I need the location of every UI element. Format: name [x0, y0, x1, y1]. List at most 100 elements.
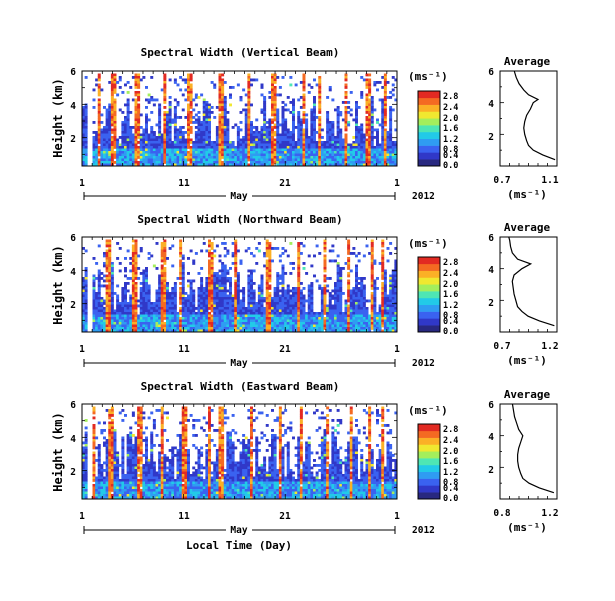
heatmap-cell [121, 312, 125, 315]
profile-x-tick-right: 1.1 [541, 175, 558, 186]
heatmap-cell [158, 329, 162, 332]
heatmap-cell [305, 324, 309, 328]
heatmap-cell [84, 269, 88, 273]
heatmap-cell [357, 128, 361, 132]
heatmap-cell [389, 96, 393, 99]
heatmap-cell [108, 302, 112, 305]
heatmap-cell [294, 126, 298, 129]
heatmap-cell [255, 302, 259, 305]
heatmap-cell [226, 163, 230, 166]
heatmap-cell [247, 141, 251, 144]
heatmap-cell [271, 156, 274, 159]
heatmap-cell [307, 143, 311, 147]
heatmap-cell [336, 133, 340, 137]
heatmap-cell [97, 113, 101, 117]
heatmap-cell [347, 143, 351, 147]
heatmap-cell [357, 309, 361, 313]
heatmap-cell [284, 299, 288, 303]
heatmap-cell [326, 148, 330, 152]
heatmap-cell [265, 128, 269, 132]
heatmap-cell [160, 242, 164, 245]
heatmap-cell [276, 128, 280, 132]
heatmap-cell [155, 146, 159, 149]
heatmap-cell [197, 292, 201, 295]
heatmap-cell [320, 151, 324, 154]
heatmap-cell [205, 113, 209, 117]
heatmap-cell [368, 108, 372, 112]
heatmap-cell [187, 93, 190, 97]
heatmap-cell [100, 327, 104, 330]
heatmap-cell [257, 289, 261, 293]
heatmap-cell [160, 297, 164, 300]
heatmap-cell [341, 314, 345, 318]
heatmap-cell [163, 327, 167, 330]
heatmap-cell [97, 294, 101, 298]
heatmap-cell [344, 83, 348, 87]
heatmap-cell [315, 319, 319, 323]
heatmap-cell [129, 141, 133, 144]
heatmap-cell [299, 106, 303, 109]
heatmap-cell [378, 98, 382, 102]
heatmap-cell [205, 121, 209, 124]
heatmap-cell [370, 108, 374, 112]
heatmap-cell [318, 101, 322, 104]
heatmap-cell [150, 309, 154, 313]
heatmap-cell [168, 96, 172, 99]
heatmap-cell [271, 317, 274, 320]
heatmap-cell [160, 161, 164, 164]
heatmap-cell [378, 146, 382, 149]
heatmap-cell [95, 327, 99, 330]
heatmap-cell [297, 279, 301, 283]
heatmap-cell [336, 297, 340, 300]
heatmap-cell [184, 329, 188, 332]
heatmap-cell [163, 257, 167, 260]
heatmap-cell [187, 123, 190, 127]
heatmap-cell [121, 299, 125, 303]
heatmap-cell [187, 138, 190, 142]
heatmap-cell [168, 309, 172, 313]
heatmap-cell [208, 329, 211, 332]
heatmap-cell [184, 302, 188, 305]
heatmap-cell [250, 148, 253, 152]
heatmap-cell [82, 292, 85, 295]
heatmap-cell [121, 161, 125, 164]
heatmap-cell [221, 302, 225, 305]
heatmap-cell [194, 118, 198, 122]
heatmap-cell [289, 289, 293, 293]
heatmap-cell [181, 284, 185, 288]
heatmap-cell [355, 312, 358, 315]
heatmap-cell [315, 141, 319, 144]
heatmap-cell [105, 249, 109, 253]
heatmap-cell [352, 309, 356, 313]
heatmap-cell [84, 76, 88, 79]
heatmap-cell [97, 136, 101, 139]
heatmap-cell [278, 163, 282, 166]
heatmap-cell [389, 161, 393, 164]
heatmap-cell [218, 133, 222, 137]
heatmap-cell [328, 322, 332, 325]
heatmap-cell [289, 302, 293, 305]
heatmap-cell [82, 317, 85, 320]
heatmap-cell [124, 123, 127, 127]
heatmap-cell [100, 146, 104, 149]
heatmap-cell [294, 299, 298, 303]
heatmap-cell [347, 284, 351, 288]
heatmap-cell [92, 327, 96, 330]
heatmap-cell [257, 329, 261, 332]
heatmap-cell [208, 254, 211, 258]
heatmap-cell [313, 327, 316, 330]
heatmap-cell [223, 327, 227, 330]
heatmap-cell [126, 101, 130, 104]
heatmap-cell [129, 111, 133, 114]
heatmap-cell [286, 287, 290, 290]
heatmap-cell [307, 284, 311, 288]
heatmap-cell [166, 322, 169, 325]
heatmap-cell [152, 148, 156, 152]
heatmap-cell [318, 111, 322, 114]
heatmap-cell [229, 304, 232, 308]
heatmap-cell [218, 279, 222, 283]
heatmap-cell [194, 133, 198, 137]
heatmap-cell [97, 91, 101, 94]
heatmap-cell [168, 327, 172, 330]
heatmap-cell [160, 249, 164, 253]
